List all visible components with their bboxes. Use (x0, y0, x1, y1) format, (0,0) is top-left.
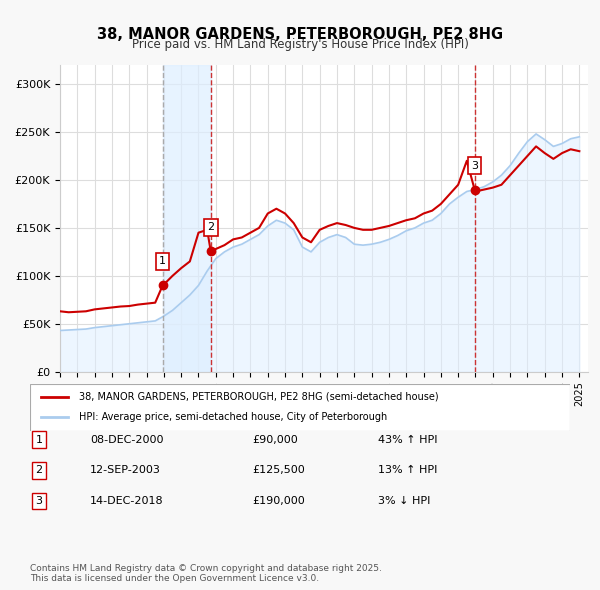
Text: 3: 3 (471, 160, 478, 171)
Text: £125,500: £125,500 (252, 466, 305, 475)
Text: 2: 2 (207, 222, 214, 232)
FancyBboxPatch shape (30, 384, 570, 431)
Text: 08-DEC-2000: 08-DEC-2000 (90, 435, 163, 444)
Text: 3: 3 (35, 496, 43, 506)
Text: £90,000: £90,000 (252, 435, 298, 444)
Text: 2: 2 (35, 466, 43, 475)
Text: £190,000: £190,000 (252, 496, 305, 506)
Text: 1: 1 (35, 435, 43, 444)
Text: 12-SEP-2003: 12-SEP-2003 (90, 466, 161, 475)
Text: 3% ↓ HPI: 3% ↓ HPI (378, 496, 430, 506)
Text: HPI: Average price, semi-detached house, City of Peterborough: HPI: Average price, semi-detached house,… (79, 412, 387, 422)
Text: Price paid vs. HM Land Registry's House Price Index (HPI): Price paid vs. HM Land Registry's House … (131, 38, 469, 51)
Text: Contains HM Land Registry data © Crown copyright and database right 2025.
This d: Contains HM Land Registry data © Crown c… (30, 563, 382, 583)
Bar (163, 65, 211, 372)
Text: 14-DEC-2018: 14-DEC-2018 (90, 496, 164, 506)
Text: 43% ↑ HPI: 43% ↑ HPI (378, 435, 437, 444)
Text: 38, MANOR GARDENS, PETERBOROUGH, PE2 8HG: 38, MANOR GARDENS, PETERBOROUGH, PE2 8HG (97, 27, 503, 41)
Text: 1: 1 (159, 257, 166, 267)
Text: 13% ↑ HPI: 13% ↑ HPI (378, 466, 437, 475)
Text: 38, MANOR GARDENS, PETERBOROUGH, PE2 8HG (semi-detached house): 38, MANOR GARDENS, PETERBOROUGH, PE2 8HG… (79, 392, 438, 402)
